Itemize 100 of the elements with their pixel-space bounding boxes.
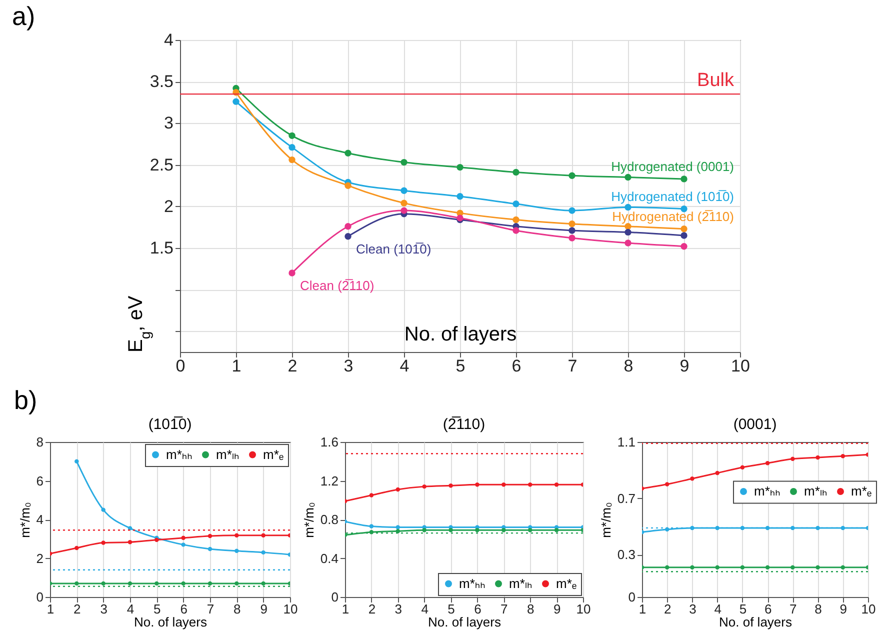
x-tick-label: 6 [474, 602, 482, 616]
point [396, 525, 400, 530]
x-tick-label: 5 [154, 602, 161, 616]
point [344, 223, 352, 230]
point [715, 565, 720, 570]
y-tick-label: 0.8 [320, 512, 338, 527]
point [740, 465, 745, 470]
point [261, 533, 266, 538]
x-axis-title: No. of layers [134, 614, 208, 630]
x-tick-label: 5 [739, 602, 747, 616]
x-tick-label: 2 [288, 356, 298, 376]
point [690, 565, 694, 570]
legend-label: m*ₑ [263, 446, 284, 462]
x-tick-label: 5 [456, 356, 466, 376]
point [181, 581, 186, 586]
point [790, 565, 795, 570]
line-series [50, 533, 290, 556]
y-tick-label: 2.5 [150, 155, 174, 174]
point [128, 526, 132, 530]
y-tick-label: 6 [36, 473, 44, 488]
y-tick-label: 8 [36, 434, 44, 450]
x-tick-label: 6 [512, 356, 522, 376]
point [288, 144, 296, 151]
point [528, 528, 532, 532]
x-tick-label: 8 [526, 602, 534, 616]
y-tick-label: 0.3 [617, 547, 636, 562]
point [234, 533, 239, 538]
legend-label: m*ₕₕ [754, 484, 780, 498]
y-tick-label: 4 [164, 30, 174, 50]
point [234, 548, 239, 554]
y-tick-label: 0.4 [320, 550, 338, 566]
y-tick-label: 3.5 [150, 72, 174, 92]
legend-label: m*ₕₕ [166, 446, 192, 462]
x-tick-label: 8 [234, 602, 241, 616]
legend-label: m*ₕₕ [459, 576, 486, 591]
point [400, 200, 408, 206]
x-tick-label: 1 [232, 356, 242, 376]
point [344, 150, 352, 156]
point [568, 207, 576, 214]
point [234, 581, 239, 586]
y-tick-label: 1.5 [150, 238, 174, 258]
point [664, 482, 670, 486]
point [715, 470, 720, 476]
series-label: Hydrogenated (0001) [611, 158, 734, 174]
x-tick-label: 0 [176, 356, 186, 376]
point [790, 456, 795, 462]
point [448, 483, 453, 488]
x-tick-label: 3 [344, 356, 354, 376]
ref-line-label: Bulk [697, 70, 734, 92]
point [261, 550, 266, 555]
point [422, 528, 426, 532]
point [422, 484, 426, 489]
chart-title: (2̅110) [442, 416, 486, 433]
point [568, 220, 576, 228]
chart-title: (0001) [733, 416, 777, 433]
series-label: Hydrogenated (101̅0) [611, 188, 734, 204]
point [475, 528, 480, 532]
x-tick-label: 1 [342, 602, 350, 616]
point [448, 528, 453, 532]
y-tick-label: 0 [331, 590, 338, 604]
y-tick-label: 1.1 [617, 434, 636, 450]
point [568, 227, 576, 234]
point [101, 540, 106, 545]
point [680, 242, 688, 250]
y-tick-label: 0.7 [617, 490, 636, 506]
y-tick-label: 4 [36, 512, 44, 527]
point [680, 232, 688, 239]
x-tick-label: 6 [180, 602, 188, 616]
point [369, 493, 374, 498]
point [765, 565, 770, 570]
legend-label: m*ₗₕ [216, 446, 240, 462]
x-tick-label: 2 [368, 602, 376, 616]
x-tick-label: 2 [74, 602, 81, 616]
point [680, 226, 688, 232]
point [181, 536, 186, 540]
x-tick-label: 7 [790, 602, 797, 616]
point [528, 482, 532, 487]
point [288, 270, 296, 276]
point [101, 581, 106, 586]
text: b) [14, 385, 38, 415]
x-tick-label: 3 [100, 602, 108, 616]
legend-label: m*ₗₕ [804, 484, 828, 498]
point [568, 234, 576, 242]
y-axis-title: m*/m₀ [301, 502, 316, 538]
point [840, 454, 846, 458]
point [624, 228, 632, 236]
point [512, 227, 520, 234]
x-tick-label: 10 [576, 602, 591, 616]
point [154, 581, 159, 586]
point [502, 482, 506, 487]
point [181, 542, 186, 547]
point [740, 565, 745, 570]
point [208, 534, 212, 538]
x-tick-label: 3 [394, 602, 402, 616]
x-tick-label: 4 [400, 356, 410, 376]
point [512, 168, 520, 176]
point [369, 524, 374, 528]
point [512, 216, 520, 224]
point [690, 476, 694, 481]
point [208, 546, 212, 552]
